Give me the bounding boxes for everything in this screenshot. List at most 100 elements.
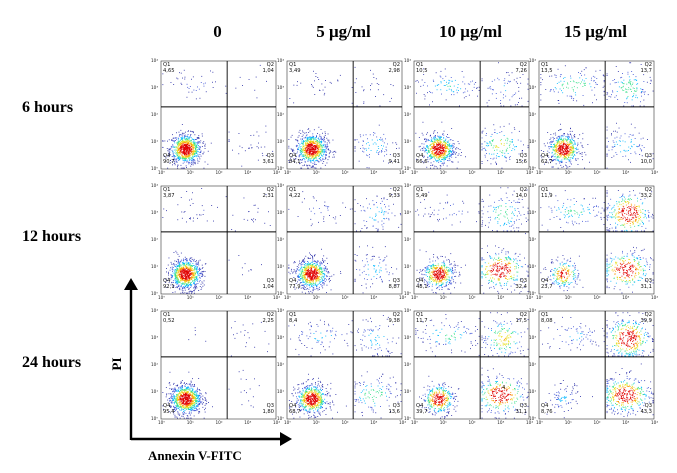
data-point (559, 88, 561, 90)
data-point (190, 273, 192, 275)
data-point (187, 146, 189, 147)
data-point (187, 272, 189, 274)
data-point (437, 160, 439, 161)
data-point (447, 154, 449, 155)
data-point (383, 94, 385, 96)
data-point (631, 91, 632, 92)
data-point (449, 86, 451, 87)
data-point (194, 145, 196, 147)
data-point (630, 161, 631, 163)
data-point (177, 166, 178, 168)
data-point (322, 146, 324, 148)
data-point (436, 157, 438, 159)
data-point (204, 161, 206, 163)
data-point (172, 150, 174, 152)
data-point (198, 260, 200, 262)
data-point (302, 274, 304, 276)
data-point (315, 263, 317, 265)
data-point (311, 157, 313, 159)
data-point (194, 284, 196, 286)
data-point (258, 142, 259, 144)
data-point (503, 145, 505, 146)
data-point (493, 145, 495, 147)
data-point (190, 266, 192, 268)
data-point (610, 96, 612, 98)
data-point (554, 153, 555, 155)
data-point (626, 91, 628, 93)
data-point (568, 136, 570, 138)
data-point (192, 281, 194, 282)
data-point (647, 139, 648, 140)
data-point (571, 146, 573, 148)
data-point (577, 158, 579, 160)
data-point (313, 143, 315, 144)
data-point (180, 150, 182, 152)
data-point (186, 280, 188, 281)
data-point (185, 275, 187, 277)
data-point (201, 275, 202, 277)
data-point (567, 83, 569, 85)
data-point (312, 258, 314, 260)
data-point (303, 140, 304, 142)
data-point (195, 145, 197, 147)
data-point (189, 154, 190, 156)
data-point (183, 158, 185, 159)
data-point (546, 161, 548, 163)
data-point (446, 146, 447, 148)
data-point (382, 148, 383, 150)
data-point (484, 154, 486, 156)
data-point (305, 154, 306, 156)
data-point (183, 269, 184, 271)
data-point (185, 139, 187, 141)
data-point (561, 84, 563, 86)
data-point (463, 97, 465, 99)
data-point (439, 158, 440, 160)
data-point (307, 159, 309, 161)
data-point (257, 159, 259, 161)
data-point (172, 159, 174, 161)
data-point (649, 76, 651, 78)
data-point (650, 80, 652, 82)
data-point (189, 148, 191, 150)
data-point (450, 151, 452, 153)
data-point (183, 142, 185, 143)
flow-plot-panel: 10⁰ 10⁰ 10¹ 10¹ 10² 10² 10³ 10³ 10⁴ 10⁴ Q1 4,22 Q2 9,… (277, 182, 406, 300)
data-point (195, 283, 197, 285)
data-point (391, 161, 392, 162)
data-point (316, 140, 318, 142)
data-point (181, 274, 183, 276)
data-point (288, 145, 290, 147)
data-point (568, 159, 569, 161)
data-point (568, 153, 569, 155)
data-point (184, 266, 186, 268)
data-point (187, 141, 189, 143)
data-point (195, 148, 196, 150)
data-point (310, 148, 312, 150)
data-point (603, 80, 605, 81)
data-point (188, 152, 190, 153)
data-point (186, 141, 188, 142)
data-point (183, 273, 185, 275)
data-point (563, 151, 565, 152)
data-point (311, 141, 313, 142)
data-point (320, 144, 322, 146)
data-point (175, 274, 177, 276)
data-point (319, 157, 321, 158)
data-point (451, 154, 452, 156)
data-point (554, 156, 556, 158)
data-point (297, 81, 298, 83)
data-point (416, 158, 417, 160)
data-point (366, 167, 368, 169)
data-point (317, 77, 319, 78)
data-point (189, 259, 191, 261)
data-point (439, 149, 441, 151)
data-point (191, 154, 193, 156)
data-point (179, 262, 180, 264)
data-point (253, 134, 255, 136)
data-point (574, 143, 576, 144)
data-point (501, 167, 503, 169)
data-point (314, 151, 316, 153)
data-point (487, 160, 489, 162)
data-point (180, 142, 182, 143)
data-point (562, 153, 564, 155)
